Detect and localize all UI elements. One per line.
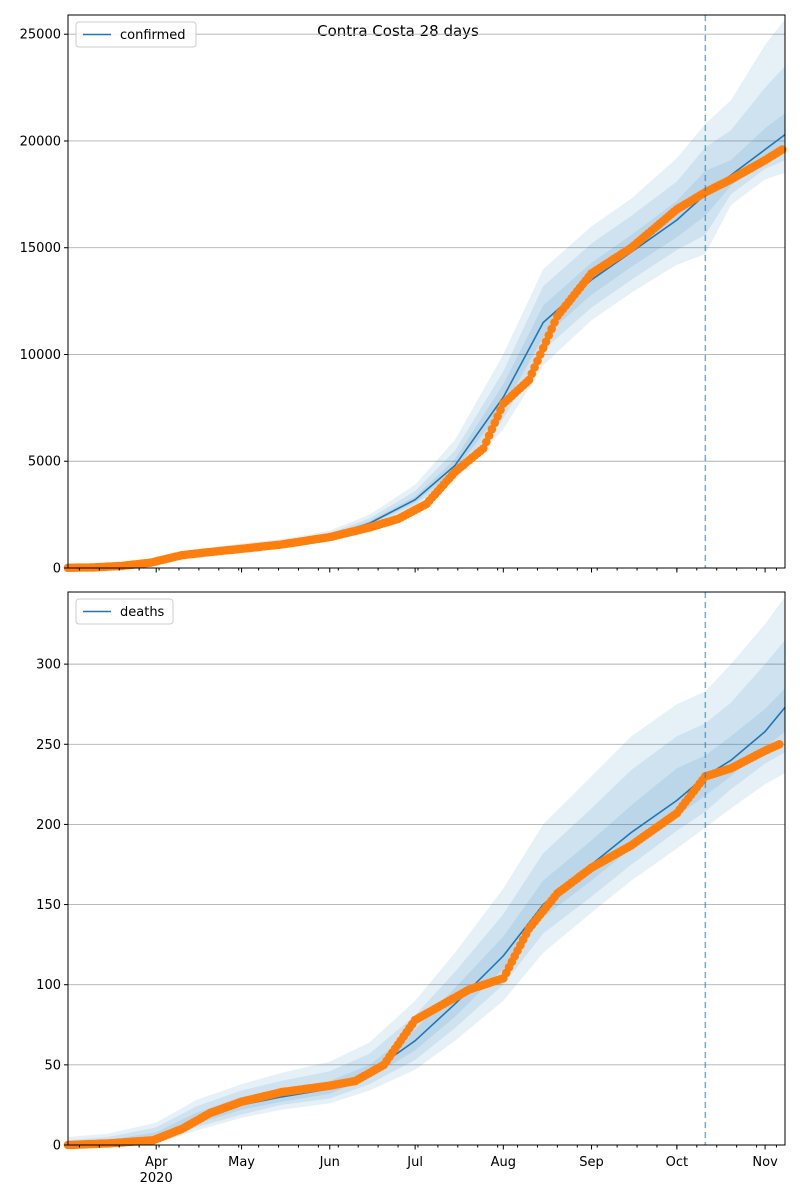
x-year-label: 2020 [140, 1171, 173, 1186]
y-tick-label: 200 [36, 818, 61, 833]
confirmed-panel: 0 5000 10000 15000 20000 25000 confirmed [20, 14, 787, 577]
y-tick-label: 150 [36, 898, 61, 913]
y-tick-label: 100 [36, 978, 61, 993]
legend-label: confirmed [120, 28, 186, 43]
uncertainty-band-1 [68, 596, 785, 1145]
y-tick-label: 250 [36, 738, 61, 753]
observed-point [530, 363, 539, 372]
y-tick-label: 10000 [20, 348, 61, 363]
y-tick-label: 15000 [20, 241, 61, 256]
x-axis: Apr May Jun Jul Aug Sep Oct Nov 2020 [140, 1155, 778, 1186]
y-tick-label: 5000 [28, 455, 61, 470]
observed-point [524, 375, 534, 385]
legend-box [75, 21, 197, 48]
y-tick-label: 0 [53, 562, 61, 577]
observed-point [550, 318, 559, 327]
legend: confirmed [75, 21, 197, 48]
deaths-panel: 0 50 100 150 200 250 300 deaths [36, 591, 786, 1154]
observed-point [536, 350, 545, 359]
observed-point [777, 145, 787, 154]
y-tick-label: 300 [36, 658, 61, 673]
legend: deaths [75, 598, 174, 625]
x-tick-label: Apr [145, 1155, 168, 1170]
x-tick-label: Jul [406, 1155, 423, 1170]
observed-series [63, 145, 787, 573]
y-tick-label: 25000 [20, 28, 61, 43]
observed-point [493, 412, 502, 421]
y-tick-label: 20000 [20, 134, 61, 149]
y-tick-label: 50 [44, 1058, 61, 1073]
x-tick-label: Jun [319, 1155, 340, 1170]
x-tick-label: Sep [579, 1155, 604, 1170]
legend-box [75, 598, 174, 625]
observed-point [487, 424, 497, 434]
legend-label: deaths [120, 605, 165, 620]
plot-frame [67, 14, 786, 569]
x-tick-label: May [228, 1155, 255, 1170]
y-tick-label: 0 [53, 1139, 61, 1154]
x-tick-label: Nov [752, 1155, 778, 1170]
x-tick-label: Aug [491, 1155, 516, 1170]
observed-point [544, 331, 554, 340]
observed-point [479, 444, 488, 453]
observed-series [63, 740, 784, 1150]
uncertainty-band-2 [68, 640, 785, 1145]
observed-point [775, 740, 784, 749]
plot-frame [67, 591, 786, 1146]
x-tick-label: Oct [666, 1155, 688, 1170]
figure-title: Contra Costa 28 days [317, 22, 479, 40]
